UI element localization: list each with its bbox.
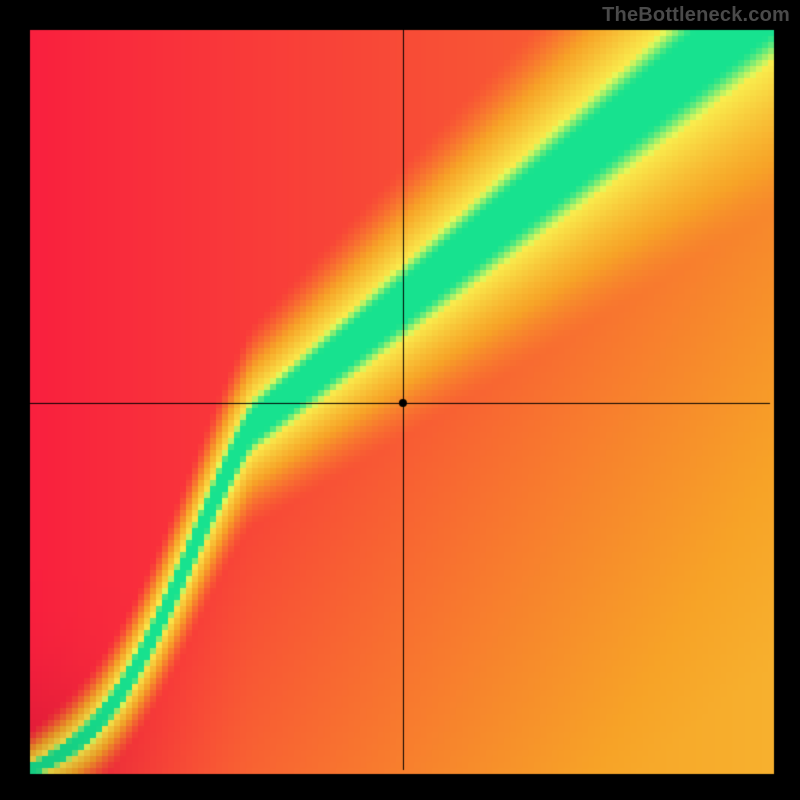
heatmap-canvas bbox=[0, 0, 800, 800]
chart-container: TheBottleneck.com bbox=[0, 0, 800, 800]
attribution-label: TheBottleneck.com bbox=[602, 4, 790, 27]
